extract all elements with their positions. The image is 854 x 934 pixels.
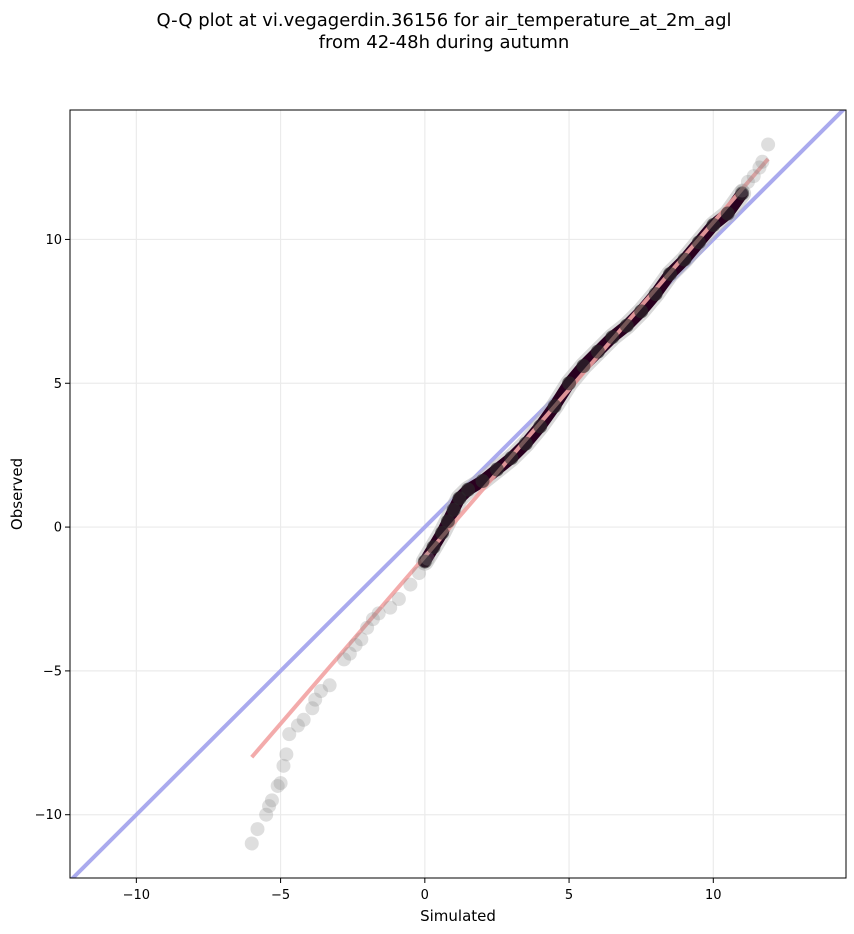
data-point <box>461 482 476 497</box>
data-point <box>290 718 305 733</box>
data-point <box>746 169 761 184</box>
grid <box>70 110 846 878</box>
data-point <box>417 554 432 569</box>
data-point <box>270 778 285 793</box>
data-point <box>533 419 548 434</box>
y-tick-label: −5 <box>43 664 62 679</box>
data-point <box>489 462 504 477</box>
data-point <box>348 638 363 653</box>
data-point <box>371 606 386 621</box>
data-point <box>634 304 649 319</box>
data-point <box>342 646 357 661</box>
data-point <box>619 318 634 333</box>
x-tick-label: 5 <box>565 888 573 903</box>
data-point <box>562 376 577 391</box>
data-point <box>452 491 467 506</box>
data-point <box>706 218 721 233</box>
data-point <box>354 632 369 647</box>
data-point <box>279 747 294 762</box>
y-tick-label: 5 <box>54 377 62 392</box>
chart-title-line-1: Q-Q plot at vi.vegagerdin.36156 for air_… <box>157 10 732 31</box>
y-tick-label: −10 <box>35 808 62 823</box>
data-point <box>648 287 663 302</box>
data-point <box>446 502 461 517</box>
data-point <box>337 652 352 667</box>
data-point <box>365 612 380 627</box>
data-point <box>735 183 750 198</box>
x-tick-label: −10 <box>123 888 150 903</box>
data-point <box>403 577 418 592</box>
data-point <box>412 566 427 581</box>
data-point <box>426 540 441 555</box>
data-point <box>720 206 735 221</box>
data-point <box>313 684 328 699</box>
data-point <box>677 252 692 267</box>
y-tick-label: 0 <box>54 521 62 536</box>
x-tick-label: −5 <box>271 888 290 903</box>
data-point <box>605 330 620 345</box>
data-point <box>735 186 750 201</box>
data-point <box>360 620 375 635</box>
data-point <box>391 591 406 606</box>
x-axis-label: Simulated <box>420 907 496 925</box>
data-point <box>752 160 767 175</box>
data-point <box>761 137 776 152</box>
data-point <box>244 836 259 851</box>
data-point <box>262 799 277 814</box>
data-point <box>740 174 755 189</box>
data-point <box>590 344 605 359</box>
x-tick-label: 0 <box>421 888 429 903</box>
data-point <box>282 727 297 742</box>
data-point <box>518 436 533 451</box>
data-point <box>691 235 706 250</box>
data-point <box>322 678 337 693</box>
data-layer <box>70 110 846 878</box>
data-point <box>259 807 274 822</box>
chart-title-line-2: from 42-48h during autumn <box>319 32 570 53</box>
data-point <box>383 600 398 615</box>
data-point <box>296 712 311 727</box>
data-point <box>305 701 320 716</box>
plot-frame <box>69 109 847 879</box>
y-tick-label: 10 <box>45 233 62 248</box>
data-point <box>576 359 591 373</box>
x-tick-label: 10 <box>705 888 722 903</box>
data-point <box>547 399 562 414</box>
data-point <box>273 776 288 791</box>
data-point <box>264 793 279 808</box>
data-point <box>475 474 490 489</box>
data-point <box>308 692 323 707</box>
data-point <box>276 758 291 773</box>
y-axis-label: Observed <box>8 458 26 530</box>
data-point <box>435 525 450 540</box>
ticks: −10 −5 0 5 10 −10 −5 0 5 10 <box>35 233 722 903</box>
data-point <box>420 551 435 566</box>
data-point <box>250 822 265 837</box>
data-point <box>504 451 519 466</box>
data-point <box>663 266 678 281</box>
data-point <box>440 514 455 529</box>
data-point <box>755 154 770 169</box>
